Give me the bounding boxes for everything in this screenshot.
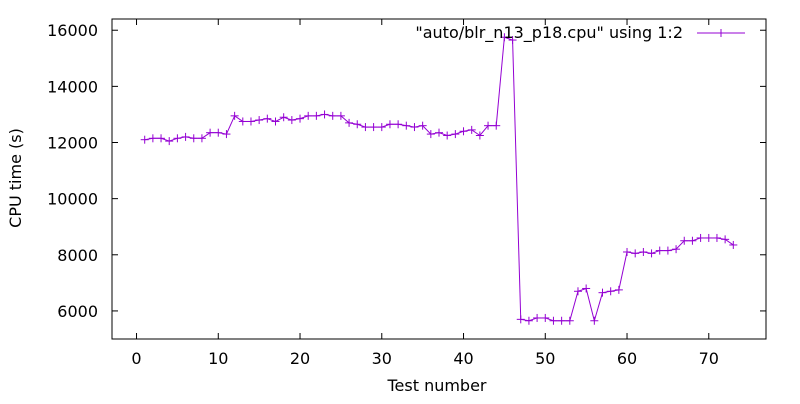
x-tick-label: 60 xyxy=(617,349,637,368)
data-point xyxy=(467,125,476,134)
x-tick-label: 20 xyxy=(290,349,310,368)
data-point xyxy=(165,137,174,146)
data-point xyxy=(246,117,255,126)
data-point xyxy=(680,236,689,245)
data-point xyxy=(353,120,362,129)
data-point xyxy=(451,130,460,139)
data-point xyxy=(443,131,452,140)
series-layer xyxy=(140,33,738,325)
data-point xyxy=(296,114,305,123)
data-point xyxy=(655,246,664,255)
data-point xyxy=(712,233,721,242)
data-point xyxy=(287,116,296,125)
data-point xyxy=(336,111,345,120)
data-point xyxy=(598,288,607,297)
data-point xyxy=(148,134,157,143)
data-point xyxy=(557,316,566,325)
data-point xyxy=(345,118,354,127)
data-point xyxy=(402,121,411,130)
y-tick-label: 8000 xyxy=(57,246,98,265)
data-point xyxy=(614,285,623,294)
data-point xyxy=(394,120,403,129)
data-point xyxy=(140,135,149,144)
data-point xyxy=(533,313,542,322)
data-point xyxy=(639,247,648,256)
plot-frame xyxy=(111,18,767,340)
data-point xyxy=(631,249,640,258)
data-point xyxy=(197,134,206,143)
data-point xyxy=(582,284,591,293)
data-point xyxy=(500,33,509,42)
y-tick-label: 6000 xyxy=(57,302,98,321)
x-tick-label: 50 xyxy=(535,349,555,368)
data-point xyxy=(647,249,656,258)
data-point xyxy=(623,247,632,256)
legend-marker xyxy=(717,29,725,37)
data-point xyxy=(606,287,615,296)
y-tick-label: 12000 xyxy=(47,134,98,153)
data-point xyxy=(263,114,272,123)
data-point xyxy=(157,134,166,143)
data-point xyxy=(721,235,730,244)
data-point xyxy=(704,233,713,242)
data-point xyxy=(385,120,394,129)
data-point xyxy=(214,128,223,137)
data-point xyxy=(549,316,558,325)
data-point xyxy=(369,123,378,132)
data-point xyxy=(729,240,738,249)
data-point xyxy=(238,117,247,126)
data-point xyxy=(328,111,337,120)
data-point xyxy=(696,233,705,242)
x-tick-label: 70 xyxy=(699,349,719,368)
data-point xyxy=(492,121,501,130)
y-axis-label: CPU time (s) xyxy=(6,128,25,228)
x-tick-label: 30 xyxy=(372,349,392,368)
data-point xyxy=(312,111,321,120)
data-point xyxy=(435,128,443,137)
x-axis-label: Test number xyxy=(386,376,486,395)
y-tick-label: 16000 xyxy=(47,21,98,40)
data-point xyxy=(688,236,697,245)
y-tick-label: 10000 xyxy=(47,190,98,209)
data-point xyxy=(541,313,550,322)
data-point xyxy=(418,121,427,130)
data-point xyxy=(573,287,582,296)
data-point xyxy=(320,110,329,119)
data-point xyxy=(206,128,215,137)
data-point xyxy=(524,316,533,325)
x-tick-label: 40 xyxy=(453,349,473,368)
x-tick-label: 0 xyxy=(131,349,141,368)
data-point xyxy=(230,111,239,120)
legend: "auto/blr_n13_p18.cpu" using 1:2 xyxy=(415,23,745,43)
data-point xyxy=(672,245,681,254)
data-point xyxy=(222,130,231,139)
data-point xyxy=(508,36,517,45)
data-point xyxy=(181,132,190,141)
data-point xyxy=(663,246,672,255)
data-point xyxy=(271,117,280,126)
data-point xyxy=(590,316,599,325)
data-point xyxy=(410,123,419,132)
y-tick-label: 14000 xyxy=(47,77,98,96)
data-point xyxy=(304,111,313,120)
x-tick-label: 10 xyxy=(208,349,228,368)
data-point xyxy=(426,130,435,139)
data-point xyxy=(189,134,198,143)
data-point xyxy=(565,316,574,325)
data-point xyxy=(516,315,525,324)
data-point xyxy=(377,123,386,132)
data-point xyxy=(361,123,370,132)
legend-label: "auto/blr_n13_p18.cpu" using 1:2 xyxy=(415,23,683,43)
x-axis-ticks: 0 10 20 30 40 50 60 70 xyxy=(131,19,719,368)
series-line xyxy=(144,36,734,323)
data-point xyxy=(459,127,468,136)
data-point xyxy=(475,131,484,140)
data-point xyxy=(173,134,182,143)
data-point xyxy=(255,116,264,125)
data-point xyxy=(279,113,288,122)
y-axis-ticks: 6000 8000 10000 12000 14000 16000 xyxy=(47,21,766,321)
data-point xyxy=(484,121,493,130)
